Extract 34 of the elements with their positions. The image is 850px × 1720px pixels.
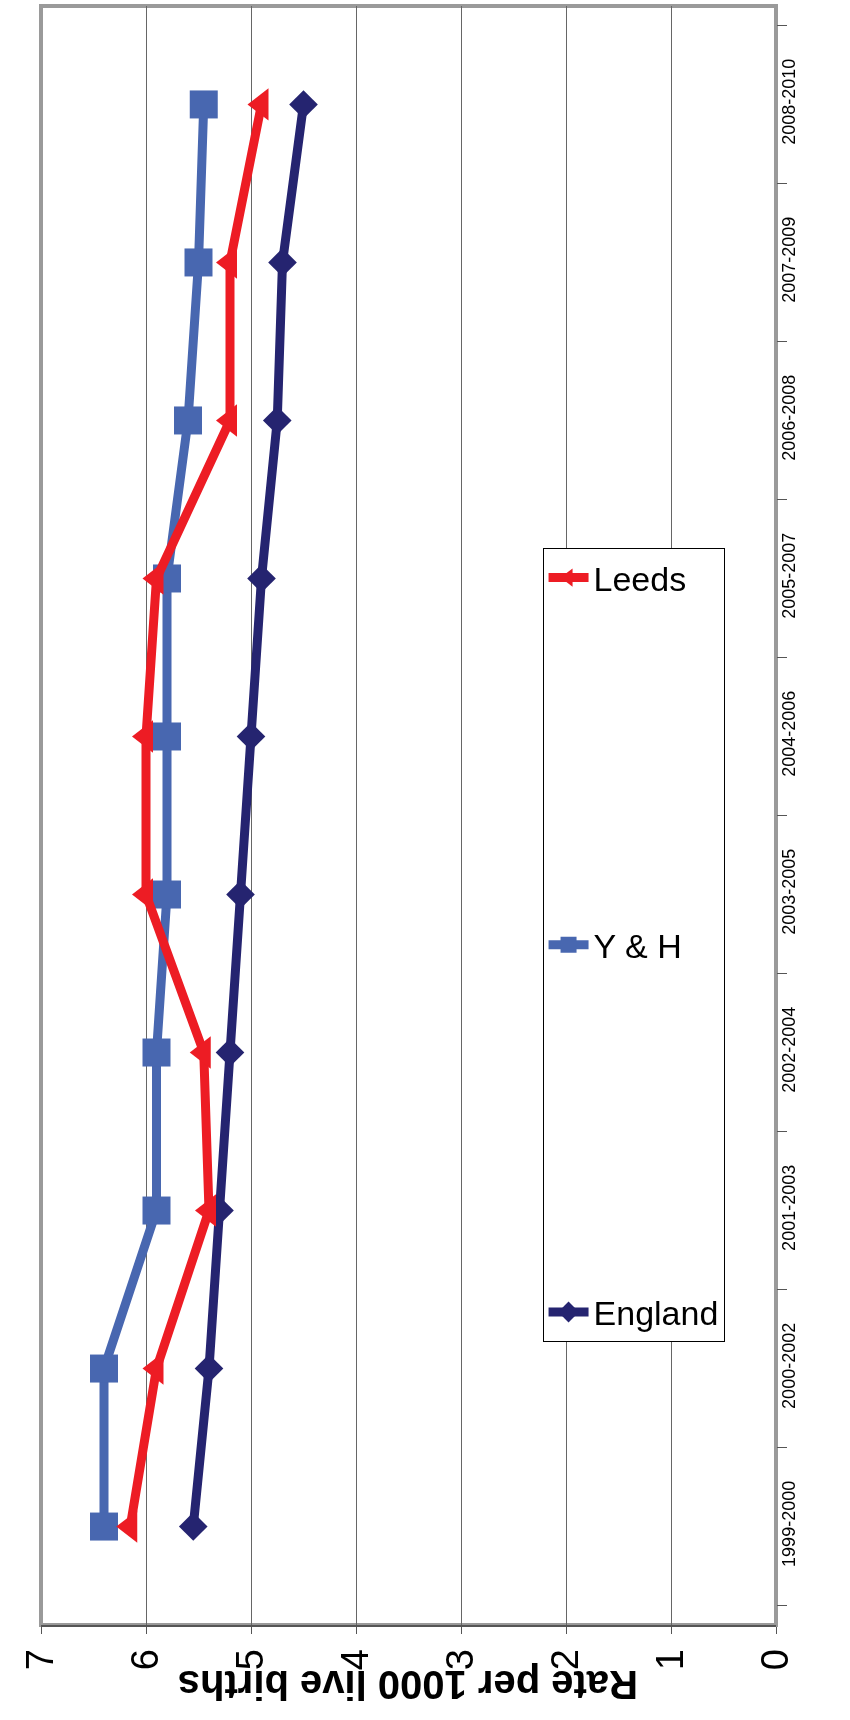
y-tick-label: 2007-2009 [779, 216, 799, 303]
point [184, 248, 213, 277]
y-tick-label: 2006-2008 [779, 374, 799, 461]
point [174, 406, 202, 435]
x-tick-label: 7 [19, 1649, 62, 1671]
y-tick-label: 2008-2010 [779, 58, 799, 145]
y-tick-label: 2001-2003 [779, 1164, 799, 1251]
point [289, 90, 318, 119]
legend-label: Leeds [593, 559, 687, 598]
y-tick-label: 2002-2004 [779, 1006, 799, 1093]
x-tick-label: 6 [124, 1649, 167, 1671]
legend-label: Y & H [593, 927, 682, 966]
y-tick-label: 1999-2000 [779, 1480, 799, 1567]
x-tick-label: 1 [649, 1649, 692, 1671]
y-tick-label: 2004-2006 [779, 690, 799, 777]
point [142, 1038, 171, 1067]
point [236, 722, 266, 751]
point [153, 880, 181, 909]
y-tick-label: 2003-2005 [779, 848, 799, 935]
point [90, 1354, 118, 1383]
x-tick-label: 3 [439, 1649, 482, 1671]
x-tick-label: 4 [334, 1649, 377, 1671]
point [189, 90, 218, 119]
x-tick-label: 0 [754, 1649, 797, 1671]
point [178, 1512, 208, 1541]
point [142, 1196, 171, 1225]
point [90, 1512, 118, 1541]
point [194, 1354, 224, 1383]
y-tick-label: 2000-2002 [779, 1322, 799, 1409]
point [215, 1038, 245, 1067]
x-tick-label: 5 [229, 1649, 272, 1671]
point [153, 722, 181, 751]
legend-label: England [593, 1294, 719, 1333]
y-tick-label: 2005-2007 [779, 532, 799, 619]
